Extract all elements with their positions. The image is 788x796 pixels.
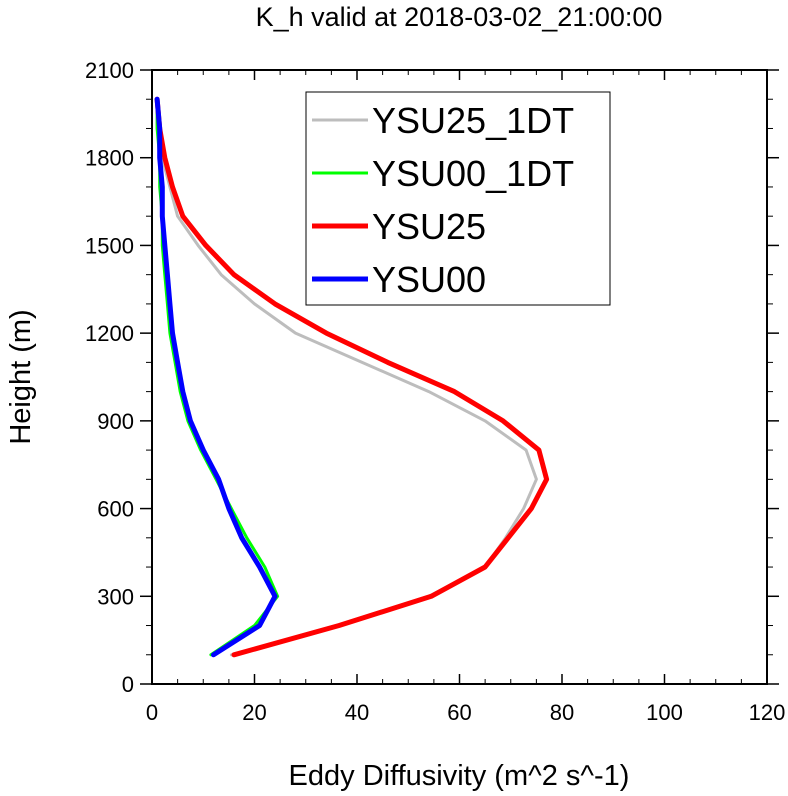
legend-box <box>305 91 611 306</box>
legend-label: YSU25 <box>372 206 486 247</box>
x-tick-label: 80 <box>550 700 574 725</box>
x-tick-label: 120 <box>749 700 786 725</box>
series-line-ysu25 <box>154 96 550 658</box>
y-tick-label: 1800 <box>85 146 134 171</box>
x-tick-label: 100 <box>646 700 683 725</box>
y-tick-label: 1200 <box>85 321 134 346</box>
legend-label: YSU00_1DT <box>372 153 574 194</box>
legend: YSU25_1DT YSU00_1DT YSU25 YSU00 <box>305 91 611 306</box>
y-tick-label: 300 <box>97 584 134 609</box>
x-tick-label: 0 <box>146 700 158 725</box>
x-tick-label: 40 <box>345 700 369 725</box>
y-tick-label: 0 <box>122 672 134 697</box>
legend-label: YSU00 <box>372 259 486 300</box>
series-layer <box>154 96 550 658</box>
y-tick-label: 900 <box>97 409 134 434</box>
y-tick-label: 1500 <box>85 233 134 258</box>
series-line-ysu00 <box>154 96 278 658</box>
chart-title: K_h valid at 2018-03-02_21:00:00 <box>256 2 663 32</box>
x-tick-label: 20 <box>242 700 266 725</box>
y-axis-title: Height (m) <box>5 309 37 444</box>
x-tick-label: 60 <box>447 700 471 725</box>
y-tick-label: 2100 <box>85 58 134 83</box>
legend-label: YSU25_1DT <box>372 100 574 141</box>
x-axis-title: Eddy Diffusivity (m^2 s^-1) <box>289 760 630 792</box>
axis-ticks: 0 20 40 60 80 100 1200300600900120015001800210… <box>85 58 785 725</box>
y-tick-label: 600 <box>97 497 134 522</box>
